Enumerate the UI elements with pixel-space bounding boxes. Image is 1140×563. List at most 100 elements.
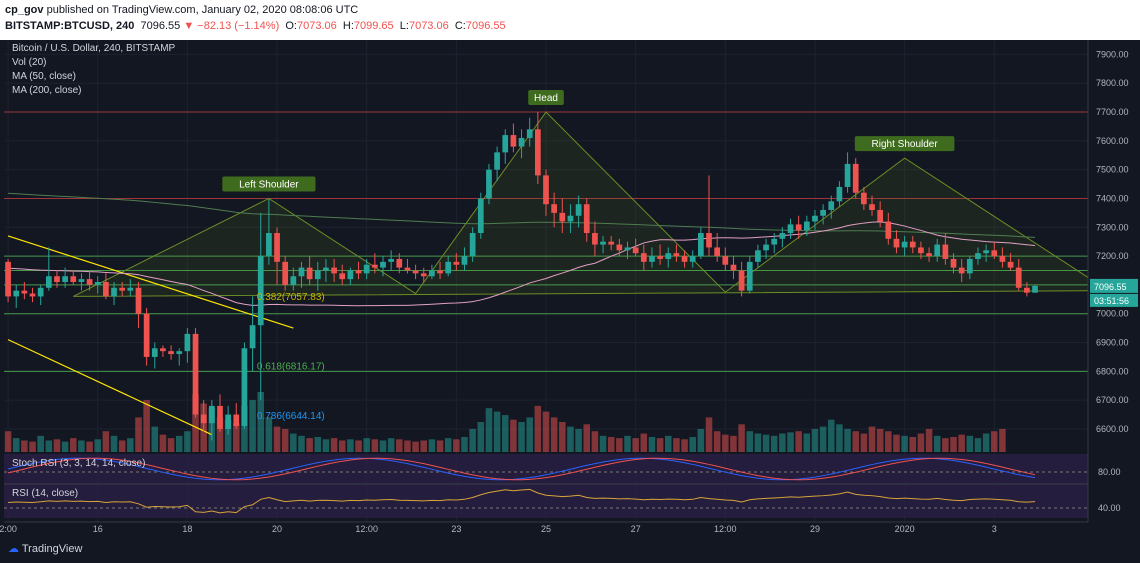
candle-body	[208, 405, 215, 424]
candle-body	[420, 273, 427, 277]
volume-bar	[363, 438, 370, 452]
candle-body	[730, 264, 737, 271]
last-price-tag	[1090, 278, 1138, 293]
stoch-d-line	[7, 457, 1036, 481]
volume-bar	[94, 439, 101, 452]
candle-body	[755, 250, 761, 262]
candle-body	[486, 169, 492, 199]
volume-bar	[37, 435, 44, 452]
candle-body	[347, 270, 354, 280]
volume-bar	[950, 437, 957, 452]
x-tick-label: 20	[272, 524, 282, 534]
volume-bar	[493, 411, 501, 452]
candle-body	[779, 233, 786, 239]
volume-bar	[738, 424, 745, 452]
publisher-line: cp_gov published on TradingView.com, Jan…	[5, 4, 358, 16]
candle-body	[143, 313, 150, 357]
stoch-level-label: 80.00	[1098, 467, 1121, 477]
candle-body	[494, 152, 500, 170]
candle-body	[795, 224, 802, 231]
volume-bar	[216, 417, 224, 452]
volume-bar	[526, 417, 533, 452]
volume-bar	[754, 433, 762, 452]
volume-bar	[705, 417, 713, 452]
volume-bar	[444, 438, 452, 452]
volume-bar	[420, 440, 428, 452]
volume-bar	[143, 400, 150, 452]
candle-body	[640, 253, 647, 262]
candle-body	[583, 204, 590, 234]
volume-bar	[127, 438, 134, 452]
volume-bar	[501, 415, 509, 452]
volume-bar	[461, 437, 468, 452]
volume-bar	[844, 428, 851, 452]
rsi-line	[8, 488, 1036, 514]
trendline	[7, 235, 294, 329]
candle-body	[673, 253, 680, 257]
volume-bar	[656, 438, 664, 452]
candle-body	[616, 244, 623, 251]
candle-body	[698, 233, 704, 257]
volume-bar	[616, 438, 623, 452]
close-value: 7096.55	[465, 20, 506, 32]
published-text: published on TradingView.com, January 02…	[46, 4, 359, 16]
volume-bar	[387, 438, 395, 452]
countdown-label: 03:51:56	[1094, 296, 1129, 306]
volume-bar	[787, 432, 794, 452]
oscillator-panes: Stoch RSI (3, 3, 14, 14, close) RSI (14, …	[4, 454, 1088, 518]
candle-body	[314, 270, 321, 280]
x-tick-label: 2020	[895, 524, 915, 534]
candle-body	[266, 233, 272, 257]
candle-body	[274, 233, 280, 262]
candle-body	[290, 276, 297, 285]
volume-bar	[567, 426, 574, 452]
price-chart[interactable]: Left Shoulder Head Right Shoulder 0.382(70…	[0, 40, 1140, 537]
volume-bar	[412, 441, 419, 452]
candle-body	[918, 247, 924, 254]
candle-body	[176, 351, 183, 355]
volume-bar	[510, 419, 517, 452]
publish-header: cp_gov published on TradingView.com, Jan…	[0, 0, 1140, 40]
candle-body	[151, 348, 158, 357]
volume-bar	[477, 422, 485, 452]
close-label: C:	[454, 20, 466, 32]
volume-bar	[534, 405, 542, 452]
candle-body	[746, 261, 753, 291]
volume-bar	[4, 431, 12, 452]
volume-bar	[290, 433, 297, 452]
y-tick-label: 7400.00	[1096, 193, 1129, 203]
candle-body	[453, 261, 460, 265]
volume-bar	[746, 431, 754, 452]
candle-body	[991, 250, 998, 257]
volume-bar	[550, 417, 558, 452]
high-value: 7099.65	[353, 20, 394, 32]
x-tick-label: 12:00	[355, 524, 378, 534]
candle-body	[771, 238, 778, 245]
pattern-label-bg	[528, 90, 564, 106]
candle-body	[999, 256, 1006, 262]
price-axis[interactable]: 6600.006700.006800.006900.007000.007100.…	[1087, 40, 1140, 537]
publisher-name[interactable]: cp_gov	[5, 4, 44, 16]
candle-body	[689, 256, 696, 262]
candle-body	[225, 414, 231, 429]
volume-bar	[860, 433, 868, 452]
pattern-shape	[73, 111, 1111, 297]
candle-body	[86, 279, 93, 285]
volume-bar	[306, 438, 313, 452]
volume-bar	[249, 400, 256, 452]
volume-bar	[224, 419, 232, 452]
volume-bar	[819, 426, 827, 452]
volume-bar	[118, 440, 126, 452]
candle-body	[54, 276, 60, 283]
candle-body	[469, 233, 476, 257]
candles	[5, 112, 1038, 441]
volume-bar	[762, 434, 770, 452]
candle-body	[551, 204, 558, 213]
tradingview-logo[interactable]: ☁ TradingView	[8, 542, 82, 555]
candle-body	[160, 348, 166, 352]
candle-body	[534, 129, 541, 176]
time-axis[interactable]: 2:00 16 18 20 12:00 23 25 27 12:00 29 2020 3	[0, 521, 1088, 534]
candle-body	[861, 192, 867, 205]
volume-bar	[648, 437, 656, 452]
candle-body	[869, 204, 875, 210]
